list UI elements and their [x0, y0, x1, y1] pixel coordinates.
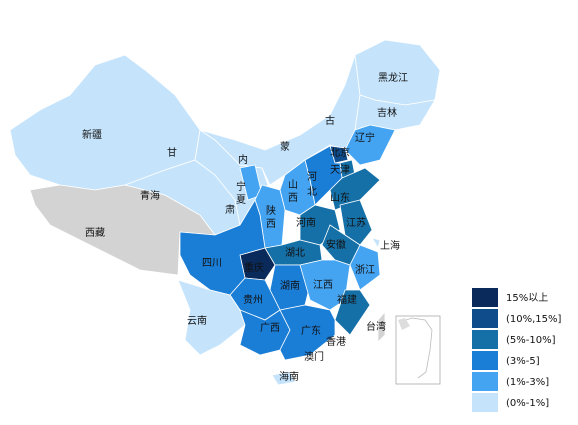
province-label: 湖北	[285, 247, 305, 259]
province-shape	[349, 244, 381, 291]
province-label: 蒙	[280, 140, 290, 153]
province-label: 肃	[225, 204, 235, 216]
province-label: 湖南	[280, 279, 300, 292]
legend-swatch	[472, 330, 498, 349]
south-sea-inset	[395, 315, 441, 385]
province-label: 陕	[266, 204, 276, 217]
province-label: 青海	[140, 189, 160, 202]
province-label: 黑龙江	[378, 71, 408, 84]
province-label: 重庆	[244, 261, 264, 274]
province-shape	[371, 237, 381, 250]
province-label: 新疆	[82, 128, 102, 141]
province-label: 天津	[330, 164, 350, 176]
province-shape	[299, 259, 351, 311]
legend-swatch	[472, 351, 498, 370]
province-label: 吉林	[377, 106, 397, 119]
province-label: 浙江	[355, 264, 375, 276]
province-label: 海南	[279, 370, 299, 383]
provinces	[9, 39, 441, 386]
province-shape	[377, 310, 386, 343]
province-label: 四川	[202, 258, 222, 269]
province-label: 澳门	[304, 350, 324, 363]
province-shape	[177, 279, 246, 356]
province-label: 内	[238, 153, 248, 166]
province-label: 山	[288, 179, 298, 191]
province-label: 山东	[330, 191, 350, 204]
province-shape	[279, 304, 336, 361]
province-label: 香港	[326, 336, 346, 348]
legend-label: (0%-1%]	[506, 398, 549, 409]
province-label: 台湾	[366, 320, 386, 333]
province-label: 广西	[260, 322, 280, 334]
province-label: 河南	[296, 216, 316, 229]
province-label: 辽宁	[355, 131, 375, 144]
province-label: 贵州	[243, 293, 263, 306]
province-label: 北	[307, 186, 317, 198]
province-label: 甘	[167, 146, 177, 159]
province-label: 安徽	[326, 238, 346, 251]
province-shape	[334, 289, 371, 336]
legend: 15%以上 (10%,15%] (5%-10%] (3%-5] (1%-3%] (0%-1…	[472, 288, 562, 412]
legend-label: 15%以上	[506, 292, 548, 304]
legend-swatch	[472, 372, 498, 391]
legend-swatch	[472, 393, 498, 412]
province-label: 西	[288, 193, 298, 204]
province-label: 福建	[337, 293, 357, 306]
province-label: 云南	[187, 314, 207, 327]
legend-label: (10%,15%]	[506, 314, 562, 325]
province-label: 河	[307, 171, 317, 183]
province-label: 古	[325, 114, 335, 127]
legend-label: (3%-5]	[506, 356, 540, 367]
province-label: 上海	[380, 239, 400, 252]
legend-swatch	[472, 309, 498, 328]
legend-swatch	[472, 288, 498, 307]
province-label: 广东	[301, 324, 321, 337]
province-label: 西藏	[85, 227, 105, 239]
province-shape	[339, 199, 373, 246]
province-label: 江苏	[346, 216, 366, 229]
province-label: 江西	[313, 279, 333, 291]
province-shape	[179, 199, 266, 296]
legend-label: (5%-10%]	[506, 335, 556, 346]
province-label: 宁	[236, 180, 246, 193]
province-label: 西	[266, 219, 276, 230]
province-label: 夏	[236, 194, 246, 206]
legend-label: (1%-3%]	[506, 377, 549, 388]
province-label: 北京	[330, 146, 350, 159]
province-shape	[271, 371, 296, 386]
